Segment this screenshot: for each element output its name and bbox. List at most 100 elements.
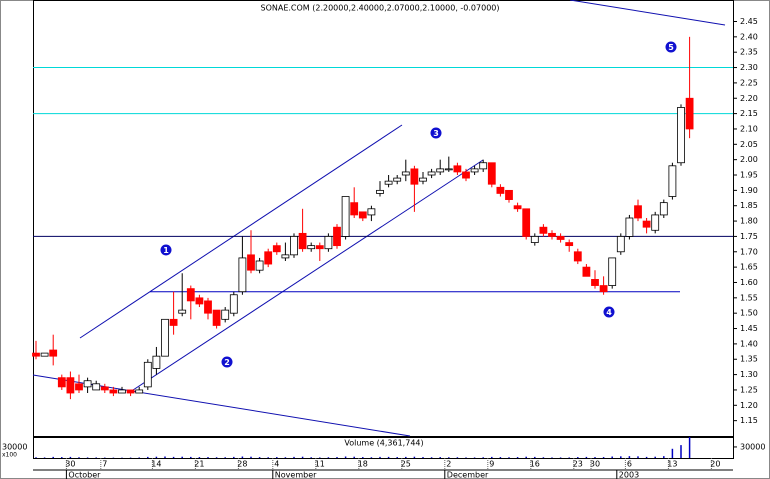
y-tick-label: 1.40 xyxy=(740,339,758,348)
volume-bar xyxy=(379,456,381,458)
price-panel xyxy=(33,0,734,437)
volume-bar xyxy=(35,457,37,458)
candle-body xyxy=(264,251,273,265)
x-tick-label: 14 xyxy=(151,460,161,469)
y-tick-label: 2.40 xyxy=(740,32,758,41)
y-tick-label: 1.80 xyxy=(740,217,758,226)
x-tick-label: 4 xyxy=(274,460,279,469)
volume-tick-label: 30000 xyxy=(2,442,27,451)
volume-bar xyxy=(362,457,364,458)
volume-bar xyxy=(594,457,596,458)
volume-bar xyxy=(241,456,244,458)
candle-body xyxy=(49,349,58,357)
candle-body xyxy=(513,205,522,210)
candle-body xyxy=(169,318,178,326)
volume-bar xyxy=(671,448,674,458)
y-tick-label: 1.85 xyxy=(740,201,758,210)
annotation-marker xyxy=(665,41,677,53)
y-tick-label: 1.35 xyxy=(740,355,758,364)
volume-bar xyxy=(405,456,407,458)
volume-bar xyxy=(310,457,312,458)
volume-bar xyxy=(602,457,605,458)
candle-body xyxy=(333,226,341,247)
volume-bar xyxy=(508,457,510,458)
candle-body xyxy=(659,202,668,216)
volume-bar xyxy=(473,457,476,458)
volume-bar xyxy=(172,456,175,458)
candle-body xyxy=(229,294,238,314)
volume-bar xyxy=(155,456,158,458)
volume-bar xyxy=(61,457,63,458)
volume-bar xyxy=(680,445,682,458)
volume-bar xyxy=(439,457,441,458)
volume-bar xyxy=(422,457,424,458)
volume-bar xyxy=(577,457,579,458)
volume-bar xyxy=(663,456,665,458)
candle-body xyxy=(143,361,152,388)
candle-body xyxy=(384,180,393,185)
y-tick-label: 1.60 xyxy=(740,278,758,287)
candle-body xyxy=(350,202,359,216)
y-tick-label: 1.25 xyxy=(740,385,758,394)
volume-bar xyxy=(258,457,261,458)
x-tick-label: 28 xyxy=(237,460,247,469)
volume-bar xyxy=(448,457,450,458)
candle-body xyxy=(505,189,513,200)
candle-body xyxy=(109,389,118,394)
annotation-label: 3 xyxy=(433,129,439,138)
volume-bar xyxy=(301,456,304,458)
candle-body xyxy=(565,242,574,247)
x-tick-label: 30 xyxy=(590,460,600,469)
volume-bar xyxy=(516,457,519,458)
annotation-marker xyxy=(603,306,615,318)
volume-bar xyxy=(319,457,321,458)
volume-bar xyxy=(688,437,691,458)
volume-bar xyxy=(181,456,183,458)
annotation-label: 4 xyxy=(606,308,612,317)
candle-body xyxy=(195,297,204,305)
y-tick-label: 1.75 xyxy=(740,232,758,241)
candle-body xyxy=(436,168,445,173)
y-tick-label: 2.00 xyxy=(740,155,758,164)
candle-body xyxy=(668,165,677,197)
volume-bar xyxy=(534,456,536,458)
volume-bar xyxy=(568,457,570,458)
volume-bar xyxy=(499,457,502,458)
candle-body xyxy=(255,260,264,271)
candle-body xyxy=(677,107,685,164)
volume-bar xyxy=(559,457,562,458)
volume-bar xyxy=(628,456,631,458)
trend-line xyxy=(79,124,403,339)
volume-bar xyxy=(43,457,46,458)
candle-body xyxy=(496,186,505,194)
candle-body xyxy=(161,318,169,357)
x-tick-label: 6 xyxy=(627,460,632,469)
candle-body xyxy=(410,168,419,185)
candle-body xyxy=(238,257,247,293)
y-tick-label: 1.55 xyxy=(740,293,758,302)
volume-bar xyxy=(190,456,192,458)
candle-body xyxy=(419,177,427,182)
candle-body xyxy=(307,245,316,250)
x-tick-label: 18 xyxy=(358,460,368,469)
y-tick-label: 2.05 xyxy=(740,140,758,149)
volume-bar xyxy=(344,456,347,458)
candle-body xyxy=(685,97,694,130)
candle-body xyxy=(358,211,367,219)
candle-body xyxy=(298,232,307,250)
annotation-marker xyxy=(221,356,233,368)
month-label: October xyxy=(68,471,101,479)
candle-body xyxy=(479,162,488,170)
y-tick-label: 1.95 xyxy=(740,171,758,180)
x-tick-label: 23 xyxy=(573,460,583,469)
candle-body xyxy=(40,352,49,357)
y-tick-label: 2.20 xyxy=(740,94,758,103)
candle-body xyxy=(186,288,195,302)
candle-body xyxy=(401,171,410,176)
y-tick-label: 1.30 xyxy=(740,370,758,379)
volume-bar xyxy=(353,456,355,458)
candle-body xyxy=(539,226,548,234)
candle-body xyxy=(152,355,161,369)
volume-bar xyxy=(456,457,459,458)
